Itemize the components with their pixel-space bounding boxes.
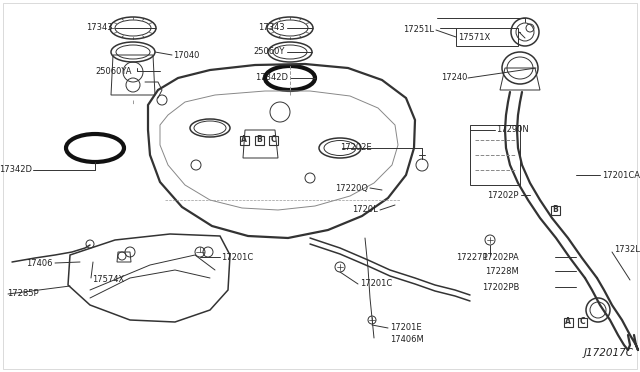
Text: 17201CA: 17201CA bbox=[602, 170, 640, 180]
Text: 25060YA: 25060YA bbox=[95, 67, 132, 76]
Text: 17201E: 17201E bbox=[390, 324, 422, 333]
Text: 17201C: 17201C bbox=[221, 253, 253, 262]
Text: 17406: 17406 bbox=[26, 259, 53, 267]
Text: 17202PB: 17202PB bbox=[482, 282, 519, 292]
Text: 17220Q: 17220Q bbox=[335, 183, 368, 192]
Text: 25060Y: 25060Y bbox=[253, 48, 285, 57]
Text: 17406M: 17406M bbox=[390, 336, 424, 344]
Text: 17227P: 17227P bbox=[456, 253, 488, 262]
Text: C: C bbox=[270, 135, 276, 144]
Text: 17040: 17040 bbox=[173, 51, 200, 60]
Text: 17240: 17240 bbox=[440, 74, 467, 83]
Text: 1732L: 1732L bbox=[614, 246, 640, 254]
Text: 17228M: 17228M bbox=[485, 266, 519, 276]
Text: 17201C: 17201C bbox=[360, 279, 392, 289]
Text: 17343: 17343 bbox=[86, 23, 113, 32]
Text: 17574X: 17574X bbox=[92, 276, 124, 285]
Text: A: A bbox=[565, 317, 571, 327]
Text: 17343: 17343 bbox=[259, 23, 285, 32]
Text: 17202P: 17202P bbox=[488, 190, 519, 199]
Text: B: B bbox=[256, 135, 262, 144]
Text: C: C bbox=[579, 317, 585, 327]
Text: A: A bbox=[241, 135, 247, 144]
Text: 17202PA: 17202PA bbox=[483, 253, 519, 262]
Text: 17342D: 17342D bbox=[255, 74, 288, 83]
Text: 17251L: 17251L bbox=[403, 26, 434, 35]
Text: 17285P: 17285P bbox=[7, 289, 38, 298]
Text: 17290N: 17290N bbox=[496, 125, 529, 135]
Text: 17342D: 17342D bbox=[0, 166, 32, 174]
Text: B: B bbox=[552, 205, 558, 215]
Text: J172017C: J172017C bbox=[584, 348, 634, 358]
Text: 17571X: 17571X bbox=[458, 32, 490, 42]
Text: 1720L: 1720L bbox=[352, 205, 378, 215]
Text: 17202E: 17202E bbox=[340, 144, 372, 153]
